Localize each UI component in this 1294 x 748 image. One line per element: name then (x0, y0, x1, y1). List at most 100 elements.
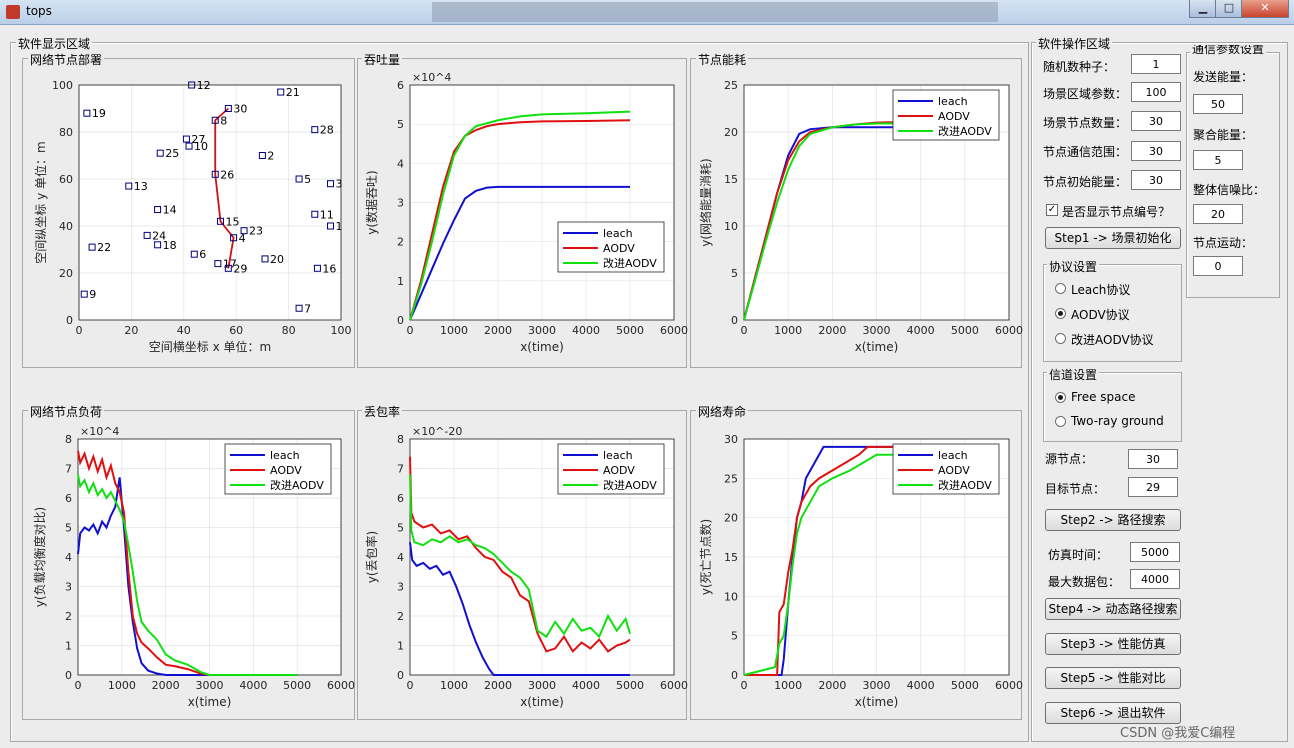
step5-button[interactable]: Step5 -> 性能对比 (1045, 667, 1181, 689)
node-label-20: 20 (270, 253, 284, 266)
protocol-radio-improved[interactable] (1055, 333, 1066, 344)
step2-button[interactable]: Step2 -> 路径搜索 (1045, 509, 1181, 531)
energy-ylabel: y(网络能量消耗) (698, 158, 713, 246)
node-marker-15 (216, 217, 224, 225)
node-marker-16 (313, 264, 321, 272)
protocol-radio-leach[interactable] (1055, 283, 1066, 294)
topology-ytick-label: 100 (52, 79, 73, 92)
loss-ytick-label: 7 (397, 463, 404, 476)
tx-energy-input[interactable]: 50 (1193, 94, 1243, 114)
node-count-input[interactable]: 30 (1131, 111, 1181, 131)
node-label-17: 17 (223, 258, 237, 271)
load-ytick-label: 5 (65, 522, 72, 535)
throughput-ytick-label: 0 (397, 314, 404, 327)
channel-radio-two-ray[interactable] (1055, 416, 1066, 427)
node-marker-10 (185, 142, 193, 150)
topology-ylabel: 空间纵坐标 y 单位：m (33, 141, 48, 263)
route-path (214, 107, 235, 269)
energy-xtick-label: 4000 (907, 324, 935, 337)
loss-xtick-label: 5000 (616, 679, 644, 692)
source-input[interactable]: 30 (1128, 449, 1178, 469)
node-label-30: 30 (233, 103, 247, 116)
topology-axes-frame (78, 84, 342, 321)
snr-input[interactable]: 20 (1193, 204, 1243, 224)
step1-button[interactable]: Step1 -> 场景初始化 (1045, 227, 1181, 249)
loss-exponent-label: ×10^-20 (412, 425, 462, 438)
source-label: 源节点： (1045, 452, 1094, 466)
throughput-ylabel: y(数据吞吐) (364, 170, 379, 234)
step4-button[interactable]: Step4 -> 动态路径搜索 (1045, 598, 1181, 620)
node-marker-5 (295, 175, 303, 183)
agg-energy-input[interactable]: 5 (1193, 150, 1243, 170)
node-label-21: 21 (286, 86, 300, 99)
node-label-7: 7 (304, 302, 311, 315)
node-marker-26 (211, 170, 219, 178)
show-ids-checkbox[interactable]: ✓ (1046, 204, 1058, 216)
node-label-22: 22 (97, 241, 111, 254)
energy-ytick-label: 0 (731, 314, 738, 327)
init-energy-label: 节点初始能量： (1043, 175, 1128, 189)
topology-xtick-label: 0 (76, 324, 83, 337)
snr-label: 整体信噪比： (1193, 183, 1266, 197)
lifetime-legend-label-1: AODV (938, 464, 970, 477)
comm-range-input[interactable]: 30 (1131, 141, 1181, 161)
node-marker-28 (311, 126, 319, 134)
lifetime-ytick-label: 20 (724, 512, 738, 525)
node-marker-18 (154, 241, 162, 249)
step3-button[interactable]: Step3 -> 性能仿真 (1045, 633, 1181, 655)
throughput-legend-label-0: leach (603, 227, 633, 240)
node-label-13: 13 (134, 180, 148, 193)
energy-ytick-label: 20 (724, 126, 738, 139)
step6-button[interactable]: Step6 -> 退出软件 (1045, 702, 1181, 724)
load-ytick-label: 1 (65, 640, 72, 653)
load-legend-label-2: 改进AODV (270, 478, 324, 492)
load-xtick-label: 3000 (196, 679, 224, 692)
sim-time-input[interactable]: 5000 (1130, 542, 1180, 562)
node-label-26: 26 (220, 168, 234, 181)
max-packets-label: 最大数据包： (1048, 575, 1121, 589)
energy-series-1 (743, 120, 965, 321)
loss-ytick-label: 4 (397, 551, 404, 564)
load-ytick-label: 8 (65, 433, 72, 446)
node-marker-13 (125, 182, 133, 190)
energy-xtick-label: 6000 (995, 324, 1023, 337)
loss-xtick-label: 0 (407, 679, 414, 692)
channel-radio-free-space[interactable] (1055, 392, 1066, 403)
init-energy-input[interactable]: 30 (1131, 170, 1181, 190)
lifetime-xlabel: x(time) (855, 695, 899, 709)
target-input[interactable]: 29 (1128, 477, 1178, 497)
load-ytick-label: 6 (65, 492, 72, 505)
watermark: CSDN @我爱C编程 (1120, 726, 1236, 741)
node-label-29: 29 (233, 262, 247, 275)
protocol-option-leach: Leach协议 (1071, 283, 1131, 297)
loss-ytick-label: 6 (397, 492, 404, 505)
title-bar: tops ▁ □ ✕ (0, 0, 1294, 25)
loss-ytick-label: 1 (397, 640, 404, 653)
motion-input[interactable]: 0 (1193, 256, 1243, 276)
node-label-1: 1 (336, 220, 343, 233)
node-marker-19 (83, 109, 91, 117)
energy-xtick-label: 2000 (818, 324, 846, 337)
energy-legend-label-1: AODV (938, 110, 970, 123)
loss-legend-label-2: 改进AODV (603, 478, 657, 492)
max-packets-input[interactable]: 4000 (1130, 569, 1180, 589)
loss-ytick-label: 2 (397, 610, 404, 623)
node-label-4: 4 (239, 232, 246, 245)
loss-series-2 (409, 474, 631, 639)
node-marker-21 (277, 88, 285, 96)
area-input[interactable]: 100 (1131, 82, 1181, 102)
load-legend-label-1: AODV (270, 464, 302, 477)
energy-series-2 (743, 122, 965, 321)
topology-xtick-label: 60 (229, 324, 243, 337)
seed-input[interactable]: 1 (1131, 54, 1181, 74)
topology-panel-title: 网络节点部署 (28, 51, 105, 68)
throughput-ytick-label: 1 (397, 275, 404, 288)
close-button[interactable]: ✕ (1241, 0, 1289, 18)
node-label-2: 2 (267, 150, 274, 163)
energy-ytick-label: 5 (731, 267, 738, 280)
energy-legend-label-0: leach (938, 95, 968, 108)
node-marker-30 (224, 105, 232, 112)
energy-legend-label-2: 改进AODV (938, 124, 992, 138)
protocol-group-label: 协议设置 (1047, 258, 1100, 275)
protocol-radio-aodv[interactable] (1055, 308, 1066, 319)
